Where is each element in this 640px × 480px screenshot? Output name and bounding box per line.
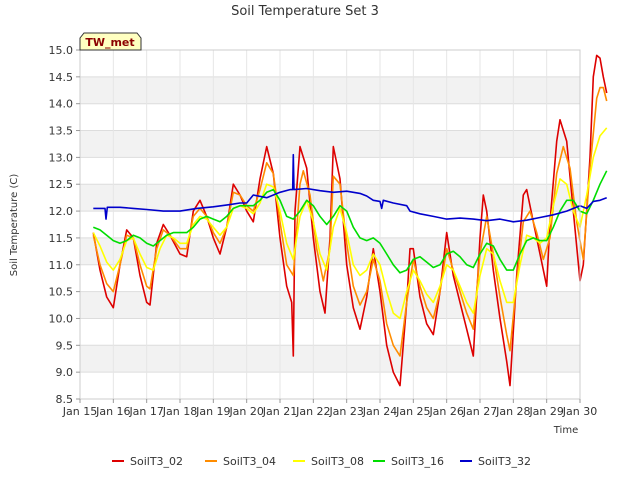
x-tick-label: Jan 18: [162, 405, 197, 418]
x-tick-label: Jan 27: [462, 405, 497, 418]
x-tick-label: Jan 20: [228, 405, 263, 418]
x-tick-label: Jan 15: [62, 405, 97, 418]
y-tick-label: 10.5: [49, 286, 74, 299]
y-tick-label: 9.5: [56, 339, 74, 352]
legend-label: SoilT3_32: [478, 455, 531, 468]
station-label-bg: [79, 32, 142, 51]
x-tick-label: Jan 30: [562, 405, 597, 418]
legend-item-soilt3_04: SoilT3_04: [205, 455, 276, 468]
grid-band: [80, 345, 580, 373]
y-tick-label: 12.0: [49, 205, 74, 218]
grid-band: [80, 76, 580, 104]
y-tick-label: 13.5: [49, 125, 74, 138]
station-label: TW_met: [85, 36, 134, 49]
x-tick-label: Jan 22: [295, 405, 330, 418]
grid-band: [80, 184, 580, 212]
x-tick-label: Jan 26: [428, 405, 463, 418]
y-tick-label: 9.0: [56, 366, 74, 379]
y-tick-label: 8.5: [56, 393, 74, 406]
x-tick-label: Jan 28: [495, 405, 530, 418]
y-tick-label: 14.0: [49, 98, 74, 111]
plot-background: [80, 50, 580, 399]
plot-frame: [79, 49, 581, 400]
x-tick-label: Jan 17: [128, 405, 163, 418]
series-line-soilt3_08: [92, 127, 608, 320]
y-tick-label: 14.5: [49, 71, 74, 84]
station-label-box: TW_met: [79, 32, 142, 51]
y-tick-label: 13.0: [49, 151, 74, 164]
legend-item-soilt3_32: SoilT3_32: [460, 455, 531, 468]
y-axis-label: Soil Temperature (C): [9, 174, 20, 277]
x-tick-label: Jan 16: [95, 405, 130, 418]
x-axis-label: Time: [553, 425, 578, 436]
legend-label: SoilT3_16: [391, 455, 444, 468]
y-tick-label: 11.5: [49, 232, 74, 245]
legend-label: SoilT3_08: [311, 455, 364, 468]
x-tick-label: Jan 23: [328, 405, 363, 418]
grid-band: [80, 130, 580, 158]
x-tick-label: Jan 19: [195, 405, 230, 418]
series-line-soilt3_32: [93, 153, 607, 223]
legend-item-soilt3_02: SoilT3_02: [112, 455, 183, 468]
legend-item-soilt3_08: SoilT3_08: [293, 455, 364, 468]
series-line-soilt3_16: [93, 170, 608, 274]
x-tick-label: Jan 29: [528, 405, 563, 418]
y-tick-label: 15.0: [49, 44, 74, 57]
series-layer: [92, 54, 608, 387]
legend-label: SoilT3_02: [130, 455, 183, 468]
y-tick-label: 11.0: [49, 259, 74, 272]
x-tick-label: Jan 21: [262, 405, 297, 418]
x-tick-label: Jan 25: [395, 405, 430, 418]
legend-label: SoilT3_04: [223, 455, 276, 468]
x-tick-label: Jan 24: [362, 405, 397, 418]
y-tick-label: 10.0: [49, 312, 74, 325]
series-line-soilt3_04: [92, 86, 608, 357]
y-axis: 8.5 9.0 9.5 10.0 10.5 11.0 11.5 12.0 12.5 13.0 13.…: [49, 44, 80, 406]
legend-item-soilt3_16: SoilT3_16: [373, 455, 444, 468]
legend: SoilT3_02 SoilT3_04 SoilT3_08 SoilT3_16 Soil…: [112, 455, 531, 468]
y-tick-label: 12.5: [49, 178, 74, 191]
chart-title: Soil Temperature Set 3: [231, 4, 379, 19]
